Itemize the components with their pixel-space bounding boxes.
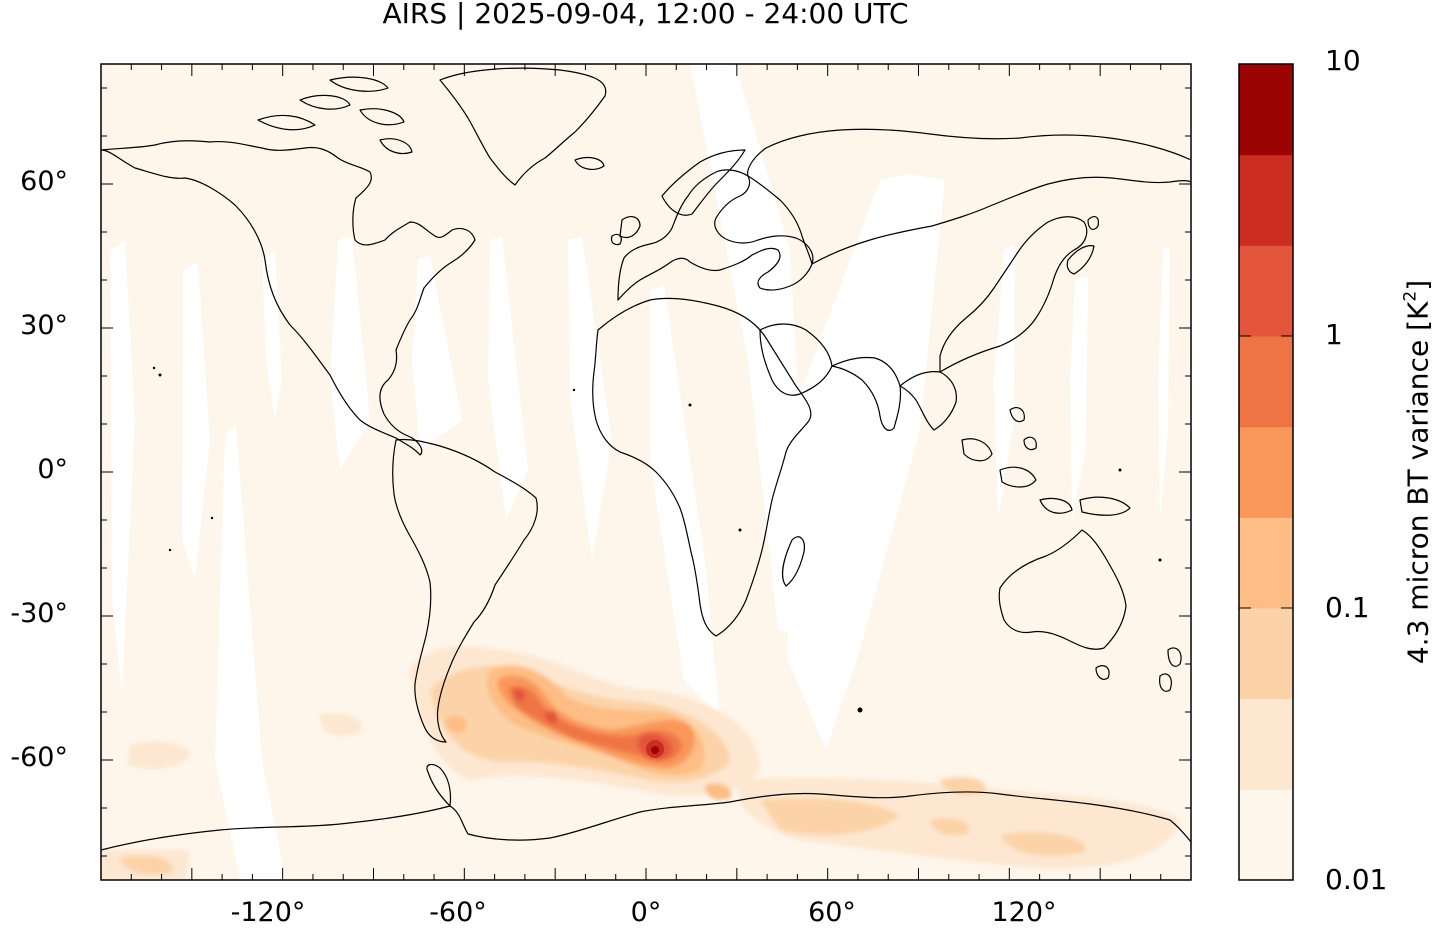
colorbar-title-sup: 2 xyxy=(1400,290,1421,302)
y-tick-label-60: 60° xyxy=(20,166,68,197)
colorbar-tick-10: 10 xyxy=(1325,44,1361,77)
colorbar-tick-0.01: 0.01 xyxy=(1325,863,1388,896)
colorbar-step xyxy=(1239,608,1293,700)
coastlines xyxy=(101,67,1191,851)
colorbar-step xyxy=(1239,245,1293,337)
variance-field xyxy=(101,646,1180,880)
y-tick-label-neg60: -60° xyxy=(10,742,68,773)
colorbar-ticks xyxy=(1239,63,1293,881)
colorbar-tick-0.1: 0.1 xyxy=(1325,591,1370,624)
colorbar-frame xyxy=(1238,63,1294,881)
colorbar-step xyxy=(1239,336,1293,428)
colorbar xyxy=(1239,64,1293,881)
variance-peak xyxy=(646,740,664,758)
swath-gaps xyxy=(110,64,1170,880)
x-tick-label-neg60: -60° xyxy=(429,897,487,928)
colorbar-step xyxy=(1239,517,1293,609)
y-tick-label-30: 30° xyxy=(20,310,68,341)
map-ticks xyxy=(101,64,1191,880)
x-tick-label-0: 0° xyxy=(630,897,662,928)
colorbar-title-text: 4.3 micron BT variance [K xyxy=(1401,301,1435,665)
colorbar-step xyxy=(1239,789,1293,881)
x-tick-label-60: 60° xyxy=(808,897,856,928)
map-title: AIRS | 2025-09-04, 12:00 - 24:00 UTC xyxy=(382,0,909,30)
x-tick-label-neg120: -120° xyxy=(230,897,306,928)
y-tick-label-0: 0° xyxy=(37,454,68,485)
map-field xyxy=(101,64,1191,880)
colorbar-step xyxy=(1239,698,1293,790)
x-tick-label-120: 120° xyxy=(991,897,1057,928)
colorbar-step xyxy=(1239,426,1293,518)
colorbar-step xyxy=(1239,154,1293,246)
colorbar-step xyxy=(1239,64,1293,156)
small-islands xyxy=(152,366,1162,713)
y-tick-label-neg30: -30° xyxy=(10,598,68,629)
colorbar-title: 4.3 micron BT variance [K2] xyxy=(1400,279,1435,665)
colorbar-title-close: ] xyxy=(1401,279,1435,291)
colorbar-tick-1: 1 xyxy=(1325,318,1343,351)
